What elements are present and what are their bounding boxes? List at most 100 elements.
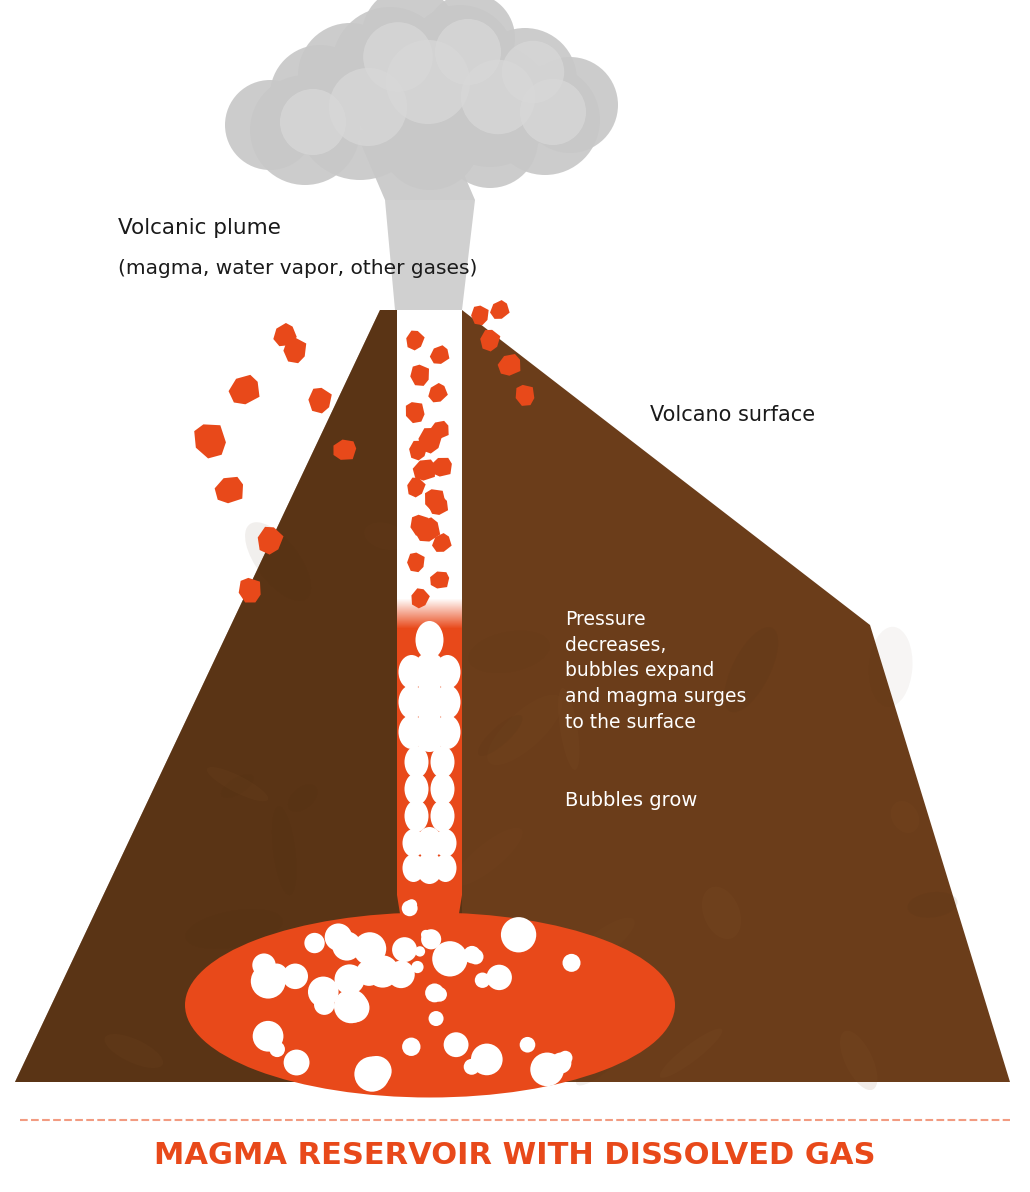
Polygon shape [431,458,452,477]
Ellipse shape [453,827,522,886]
Circle shape [490,66,600,175]
Circle shape [558,1051,573,1064]
Ellipse shape [416,827,443,859]
Circle shape [468,949,483,964]
Circle shape [445,954,460,969]
Circle shape [433,987,447,1001]
Circle shape [392,937,417,962]
Polygon shape [410,365,430,386]
Polygon shape [405,945,454,995]
Polygon shape [407,553,424,572]
Polygon shape [431,571,449,589]
Ellipse shape [288,784,317,812]
Polygon shape [418,428,442,453]
Circle shape [266,963,287,986]
Circle shape [415,946,425,957]
Ellipse shape [659,1029,722,1078]
Circle shape [502,41,564,104]
Ellipse shape [413,652,446,693]
Circle shape [353,932,386,966]
Polygon shape [229,374,260,404]
Circle shape [473,27,577,132]
Polygon shape [497,354,520,375]
Text: (magma, water vapor, other gases): (magma, water vapor, other gases) [118,259,477,278]
Circle shape [380,91,480,190]
Polygon shape [397,310,462,628]
Polygon shape [410,515,430,535]
Polygon shape [406,402,424,423]
Polygon shape [407,478,425,497]
Ellipse shape [413,682,446,722]
Ellipse shape [431,772,454,805]
Circle shape [283,1050,309,1075]
Circle shape [367,955,399,988]
Circle shape [550,1053,572,1074]
Circle shape [280,89,346,155]
Text: MAGMA RESERVOIR WITH DISSOLVED GAS: MAGMA RESERVOIR WITH DISSOLVED GAS [154,1141,876,1169]
Polygon shape [239,578,261,602]
Polygon shape [415,517,440,541]
Text: Volcano surface: Volcano surface [650,405,815,426]
Polygon shape [406,330,424,350]
Circle shape [406,899,417,911]
Circle shape [501,917,537,952]
Circle shape [424,931,440,945]
Ellipse shape [478,715,522,756]
Ellipse shape [245,522,311,601]
Ellipse shape [487,695,562,765]
Polygon shape [430,421,449,439]
Polygon shape [397,895,462,945]
Ellipse shape [435,715,460,749]
Ellipse shape [405,800,428,832]
Ellipse shape [907,892,958,918]
Ellipse shape [403,828,424,857]
Circle shape [471,1043,503,1075]
Circle shape [350,20,490,160]
Ellipse shape [399,654,424,689]
Circle shape [250,964,285,999]
Circle shape [354,1056,389,1092]
Ellipse shape [435,828,456,857]
Ellipse shape [403,853,424,882]
Text: Volcanic plume: Volcanic plume [118,218,281,238]
Circle shape [364,23,433,92]
Ellipse shape [724,627,779,713]
Ellipse shape [207,768,268,801]
Circle shape [475,973,490,988]
Circle shape [405,5,515,114]
Circle shape [334,989,368,1023]
Circle shape [520,79,586,145]
Circle shape [421,930,441,949]
Circle shape [520,1037,536,1053]
Circle shape [425,0,515,83]
Polygon shape [334,440,356,460]
Ellipse shape [185,909,282,949]
Ellipse shape [558,688,580,770]
Ellipse shape [272,806,297,895]
Ellipse shape [221,775,253,797]
Circle shape [464,946,481,963]
Polygon shape [214,477,243,503]
Circle shape [386,41,470,124]
Ellipse shape [840,1031,878,1091]
Circle shape [282,963,308,989]
Circle shape [428,1011,444,1026]
Polygon shape [283,337,306,364]
Circle shape [402,1037,420,1056]
Ellipse shape [431,746,454,778]
Circle shape [530,1053,564,1086]
Circle shape [298,23,402,128]
Ellipse shape [416,852,443,884]
Circle shape [444,1032,469,1057]
Ellipse shape [435,853,456,882]
Ellipse shape [413,712,446,752]
Circle shape [295,50,425,180]
Ellipse shape [431,800,454,832]
Circle shape [362,0,458,83]
Circle shape [340,993,370,1023]
Circle shape [442,92,538,188]
Polygon shape [308,387,332,414]
Ellipse shape [311,991,364,1047]
Ellipse shape [405,746,428,778]
Circle shape [421,930,431,939]
